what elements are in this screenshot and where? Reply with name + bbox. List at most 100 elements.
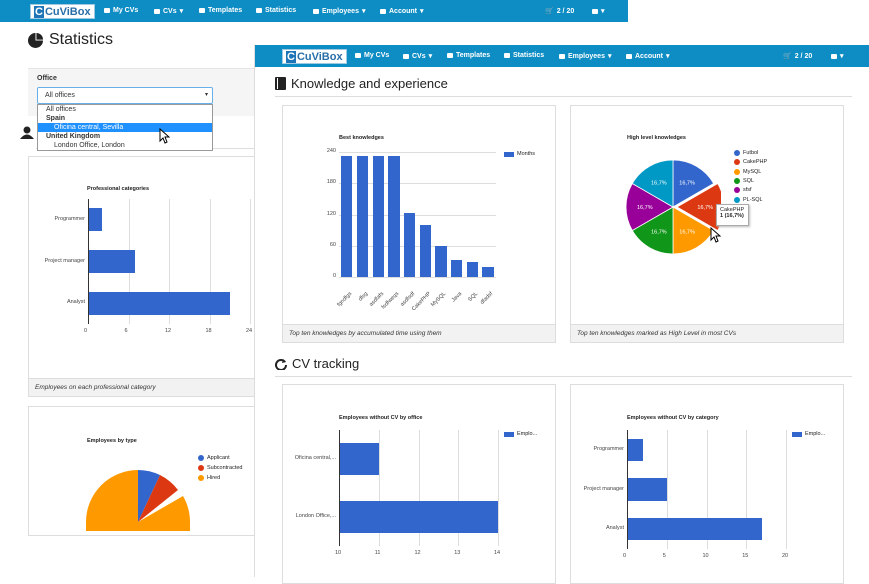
category-label: Programmer	[54, 215, 85, 222]
category-label: Oficina central,...	[294, 455, 336, 461]
chart-title: Employees without CV by category	[627, 415, 719, 421]
category-label: Analyst	[605, 525, 624, 532]
legend-dot	[734, 197, 740, 203]
office-option[interactable]: All offices	[46, 106, 76, 113]
back-nav-templates[interactable]: Templates	[199, 7, 242, 14]
user-icon	[20, 126, 34, 139]
slice-label: 16,7%	[679, 181, 695, 187]
office-option[interactable]: Oficina central, Sevilla	[38, 123, 212, 132]
bar	[356, 156, 369, 277]
front-nav-statistics[interactable]: Statistics	[504, 52, 544, 59]
caret-icon: ▾	[428, 53, 433, 60]
x-tick-label: 18	[205, 328, 212, 334]
caret-icon: ▾	[179, 8, 184, 15]
professional-categories-panel: Employees on each professional category	[28, 156, 256, 397]
legend-item: Hired	[198, 475, 220, 481]
chart-title: Best knowledges	[339, 135, 384, 141]
users-icon	[154, 8, 160, 14]
legend-item: Emplo...	[504, 431, 537, 437]
cart-icon: 🛒	[783, 53, 792, 60]
category-label: Project manager	[44, 257, 85, 264]
back-nav-statistics[interactable]: Statistics	[256, 7, 296, 14]
legend-label: Subcontracted	[207, 465, 243, 471]
pie-slice-subcontracted	[138, 475, 178, 522]
folder-icon	[104, 8, 110, 13]
user-icon	[831, 53, 837, 59]
gridline	[339, 183, 496, 185]
bar	[419, 224, 431, 277]
front-nav-employees[interactable]: Employees ▾	[559, 52, 611, 60]
pie-slice[interactable]	[672, 159, 715, 208]
back-cart[interactable]: 🛒 2 / 20	[545, 7, 574, 16]
pie-slice-applicant	[138, 470, 160, 522]
legend-label: sfsf	[743, 187, 752, 193]
front-cart[interactable]: 🛒 2 / 20	[783, 52, 812, 61]
gridline	[339, 214, 496, 216]
bar	[88, 249, 136, 274]
legend-swatch	[792, 431, 802, 437]
bar	[435, 245, 447, 277]
user-icon	[559, 53, 565, 59]
slice-label: 16,7%	[651, 229, 667, 235]
x-tick-label: 6	[124, 328, 128, 334]
front-nav-cvs[interactable]: CVs ▾	[403, 52, 432, 60]
back-nav-label: My CVs	[113, 7, 139, 14]
legend-dot	[734, 159, 740, 165]
legend-dot	[734, 178, 740, 184]
front-nav-templates[interactable]: Templates	[447, 52, 490, 59]
office-select[interactable]: All offices ▾	[37, 87, 213, 104]
y-tick-label: 60	[329, 241, 336, 248]
x-tick-label: 20	[782, 553, 789, 559]
section-title: CV tracking	[292, 356, 360, 371]
caret-icon: ▾	[361, 8, 366, 15]
legend-label: MySQL	[743, 169, 762, 175]
gridline	[250, 199, 251, 324]
gridline	[209, 199, 211, 324]
back-logo-text: CuViBox	[44, 5, 91, 18]
pie-chart-icon	[256, 8, 262, 13]
office-select-value: All offices	[45, 92, 75, 99]
front-nav-my-cvs[interactable]: My CVs	[355, 52, 389, 59]
front-nav-label: Templates	[456, 52, 491, 59]
x-tick-label: 12	[165, 328, 172, 334]
pie-slice[interactable]	[676, 182, 721, 232]
back-nav-account[interactable]: Account ▾	[380, 7, 424, 15]
legend-label: Futbol	[743, 150, 759, 156]
gridline	[418, 430, 420, 546]
back-user-menu[interactable]: ▾	[592, 7, 605, 15]
pie-slice[interactable]	[631, 159, 674, 208]
front-logo[interactable]: C CuViBox	[282, 49, 347, 64]
office-option[interactable]: London Office, London	[54, 142, 125, 149]
legend-dot	[198, 465, 204, 471]
statistics-heading: Statistics	[28, 31, 113, 49]
x-tick-label: 11	[374, 550, 381, 556]
back-nav-employees[interactable]: Employees ▾	[313, 7, 365, 15]
chart-title: Employees without CV by office	[339, 415, 423, 421]
pie-slice[interactable]	[625, 182, 674, 232]
chart-title: Professional categories	[87, 186, 150, 192]
y-tick-label: 180	[326, 179, 336, 186]
gridline	[339, 277, 496, 278]
folder-icon	[355, 53, 361, 58]
legend-label: SQL	[743, 178, 755, 184]
back-logo[interactable]: C CuViBox	[30, 4, 95, 19]
legend-label: Hired	[207, 475, 221, 481]
back-nav-my-cvs[interactable]: My CVs	[104, 7, 138, 14]
panel-footer: Top ten knowledges by accumulated time u…	[283, 324, 555, 342]
mouse-cursor-icon	[159, 128, 170, 144]
x-tick-label: 0	[84, 328, 88, 334]
divider	[275, 96, 852, 97]
category-label: Project manager	[583, 485, 624, 492]
caret-icon: ▾	[601, 8, 605, 15]
bar	[88, 208, 102, 232]
front-logo-text: CuViBox	[296, 50, 343, 63]
high-level-pie: 16,7% 16,7% 16,7% 16,7% 16,7% 16,7%	[625, 159, 721, 255]
bar	[339, 500, 498, 534]
gridline	[666, 430, 668, 549]
front-user-menu[interactable]: ▾	[831, 52, 844, 60]
gridline	[746, 430, 748, 549]
back-nav-cvs[interactable]: CVs ▾	[154, 7, 183, 15]
pie-slice[interactable]	[631, 206, 674, 255]
front-nav-account[interactable]: Account ▾	[626, 52, 670, 60]
cv-tracking-section-heading: CV tracking	[275, 356, 359, 371]
